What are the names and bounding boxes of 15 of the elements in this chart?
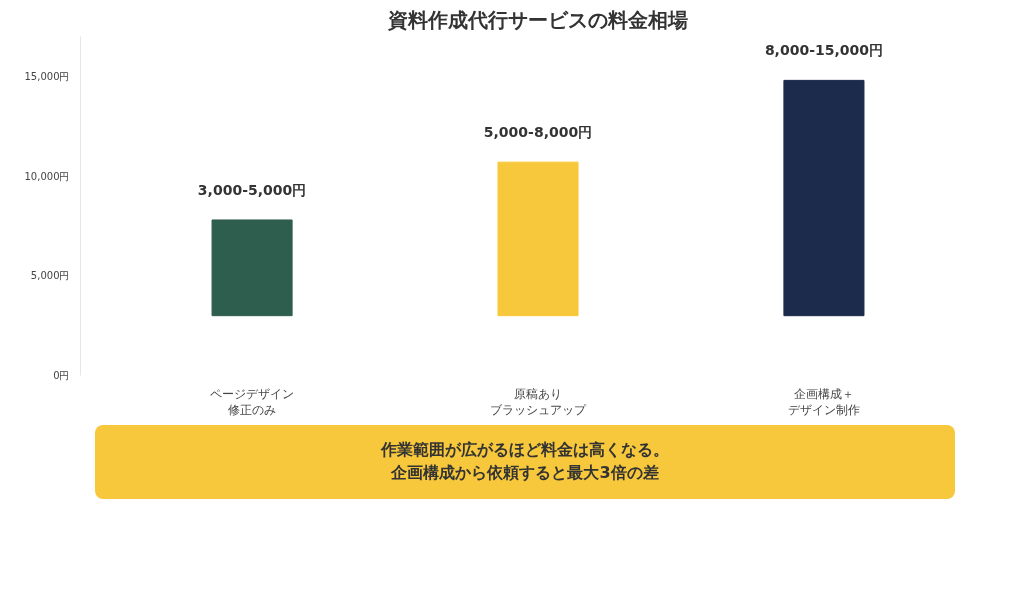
data-label: 5,000-8,000円 [483, 124, 593, 141]
y-tick-label: 10,000円 [24, 170, 70, 182]
x-tick-label: ページデザイン修正のみ [210, 386, 295, 418]
data-label: 3,000-5,000円 [197, 181, 307, 198]
y-tick-label: 0円 [53, 370, 70, 381]
y-tick-label: 5,000円 [30, 270, 70, 282]
x-tick-label: 原稿ありブラッシュアップ [490, 386, 587, 418]
bar [783, 79, 865, 317]
chart-title: 資料作成代行サービスの料金相場 [387, 7, 688, 32]
data-label: 8,000-15,000円 [764, 42, 883, 59]
bar [497, 161, 579, 317]
text: 作業範囲が広がるほど料金は高くなる。企画構成から依頼すると最大3倍の差 [381, 439, 669, 484]
x-tick-label: 企画構成＋デザイン制作 [787, 386, 860, 418]
y-tick-label: 15,000円 [24, 70, 70, 82]
bar [211, 219, 293, 317]
